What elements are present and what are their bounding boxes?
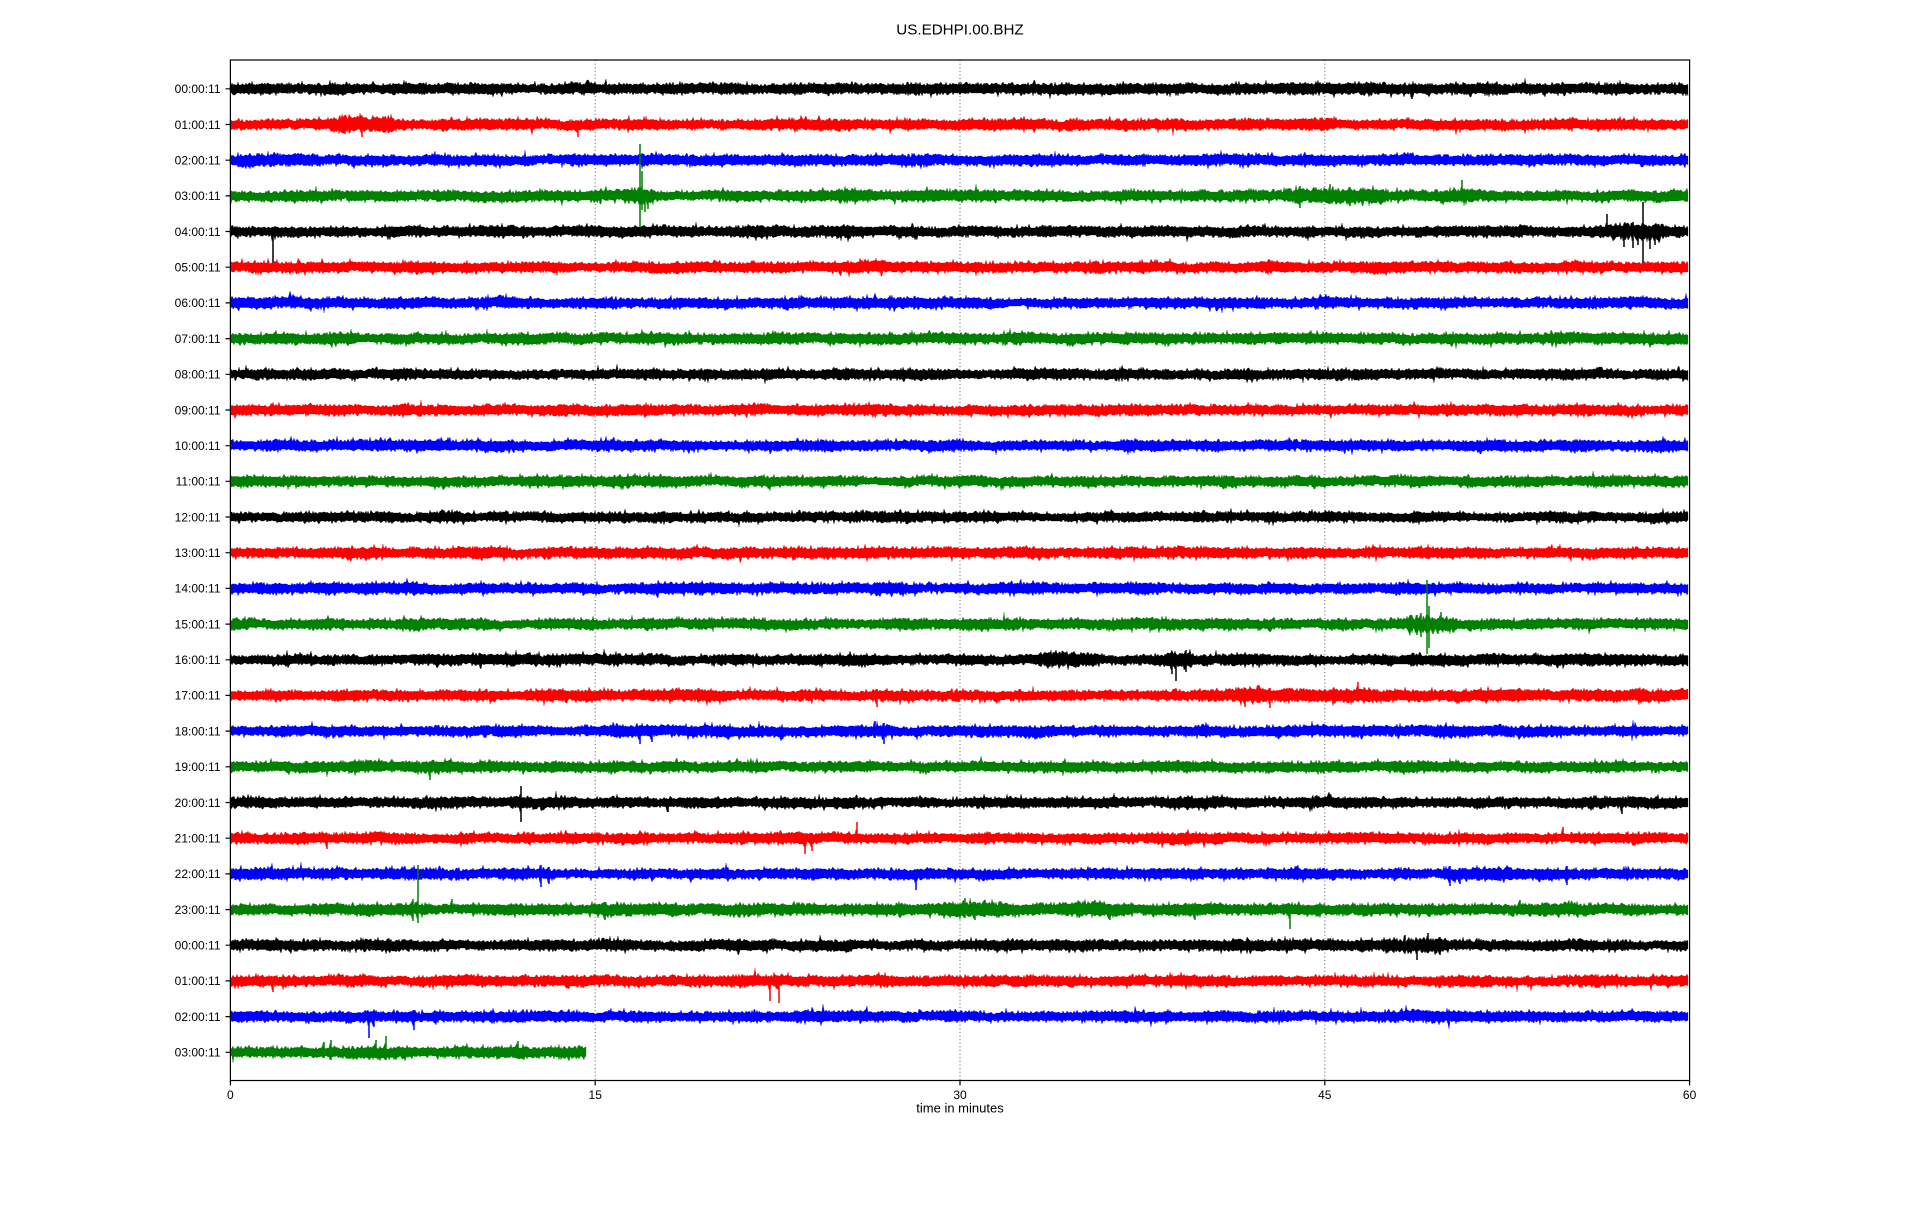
svg-text:15: 15 xyxy=(589,1088,603,1102)
svg-text:19:00:11: 19:00:11 xyxy=(175,760,221,774)
svg-text:02:00:11: 02:00:11 xyxy=(175,154,221,168)
svg-text:08:00:11: 08:00:11 xyxy=(175,368,221,382)
svg-text:07:00:11: 07:00:11 xyxy=(175,332,221,346)
svg-text:11:00:11: 11:00:11 xyxy=(176,475,221,489)
svg-text:US.EDHPI.00.BHZ: US.EDHPI.00.BHZ xyxy=(896,22,1023,39)
svg-text:21:00:11: 21:00:11 xyxy=(175,832,221,846)
svg-text:14:00:11: 14:00:11 xyxy=(175,582,221,596)
svg-text:12:00:11: 12:00:11 xyxy=(175,510,221,524)
svg-text:10:00:11: 10:00:11 xyxy=(175,439,221,453)
svg-text:01:00:11: 01:00:11 xyxy=(175,118,221,132)
svg-text:15:00:11: 15:00:11 xyxy=(175,617,221,631)
svg-text:00:00:11: 00:00:11 xyxy=(175,939,221,953)
svg-text:02:00:11: 02:00:11 xyxy=(175,1010,221,1024)
svg-text:04:00:11: 04:00:11 xyxy=(175,225,221,239)
svg-text:23:00:11: 23:00:11 xyxy=(175,903,221,917)
svg-text:20:00:11: 20:00:11 xyxy=(175,796,221,810)
svg-text:01:00:11: 01:00:11 xyxy=(175,974,221,988)
svg-text:03:00:11: 03:00:11 xyxy=(175,189,221,203)
svg-text:13:00:11: 13:00:11 xyxy=(175,546,221,560)
svg-text:09:00:11: 09:00:11 xyxy=(175,403,221,417)
svg-text:00:00:11: 00:00:11 xyxy=(175,82,221,96)
svg-text:06:00:11: 06:00:11 xyxy=(175,296,221,310)
svg-text:45: 45 xyxy=(1318,1088,1332,1102)
svg-text:05:00:11: 05:00:11 xyxy=(175,261,221,275)
svg-text:30: 30 xyxy=(953,1088,967,1102)
svg-text:18:00:11: 18:00:11 xyxy=(175,724,221,738)
svg-text:time in minutes: time in minutes xyxy=(916,1101,1004,1116)
svg-text:0: 0 xyxy=(227,1088,234,1102)
svg-text:60: 60 xyxy=(1683,1088,1697,1102)
svg-text:03:00:11: 03:00:11 xyxy=(175,1046,221,1060)
svg-text:16:00:11: 16:00:11 xyxy=(175,653,221,667)
svg-text:17:00:11: 17:00:11 xyxy=(175,689,221,703)
svg-text:22:00:11: 22:00:11 xyxy=(175,867,221,881)
